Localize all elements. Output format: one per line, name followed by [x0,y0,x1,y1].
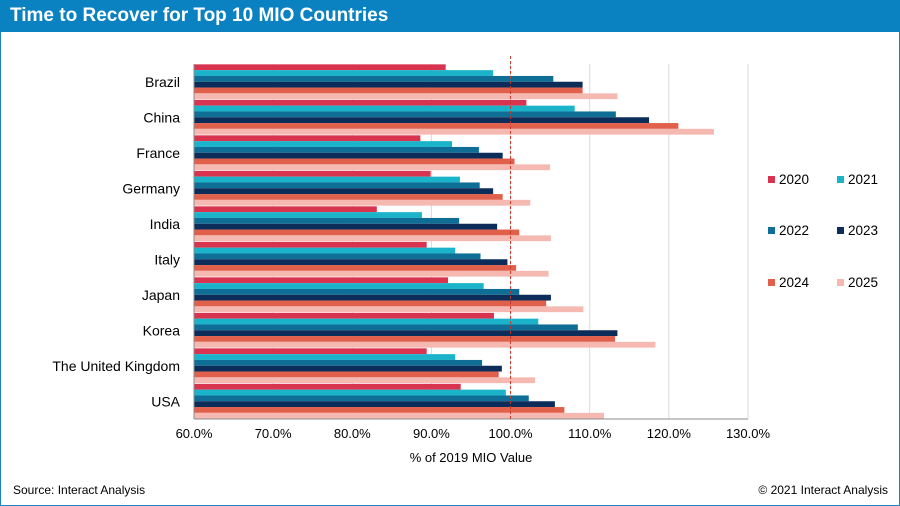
category-label: USA [151,393,180,409]
bar-japan-2025 [194,306,584,313]
category-label: Brazil [145,74,180,90]
bar-india-2025 [194,235,551,242]
bar-germany-2020 [194,170,431,177]
category-label: The United Kingdom [52,358,180,374]
category-label: India [150,216,181,232]
bar-france-2024 [194,158,515,165]
bar-brazil-2023 [194,81,583,88]
bar-the-united-kingdom-2021 [194,354,456,360]
legend-label-2022: 2022 [779,223,809,238]
bar-usa-2021 [194,389,506,396]
bar-france-2020 [194,135,421,142]
bar-germany-2023 [194,188,494,195]
x-tick-label: 100.0% [489,426,534,441]
bar-germany-2022 [194,182,480,189]
title-bar: Time to Recover for Top 10 MIO Countries [0,0,900,32]
bar-japan-2023 [194,294,551,301]
bar-the-united-kingdom-2025 [194,377,536,384]
bar-the-united-kingdom-2020 [194,348,427,355]
bar-china-2020 [194,99,527,106]
category-label: Italy [154,251,180,267]
bar-korea-2021 [194,318,539,325]
bar-usa-2022 [194,395,529,402]
legend-label-2024: 2024 [779,275,810,290]
bar-the-united-kingdom-2022 [194,359,483,366]
legend-label-2020: 2020 [779,172,809,187]
legend-swatch-2021 [837,176,844,183]
x-axis-title: % of 2019 MIO Value [410,450,533,465]
x-tick-label: 130.0% [726,426,771,441]
bar-the-united-kingdom-2024 [194,371,499,378]
x-tick-label: 60.0% [176,426,213,441]
category-label: Korea [143,322,181,338]
bar-brazil-2020 [194,64,446,71]
bar-india-2021 [194,212,422,218]
bar-japan-2020 [194,277,449,284]
x-tick-label: 90.0% [413,426,450,441]
bar-china-2024 [194,123,679,129]
legend-label-2021: 2021 [848,172,878,187]
bar-brazil-2022 [194,75,554,82]
bar-india-2024 [194,229,520,236]
legend-swatch-2025 [837,279,844,286]
bar-japan-2021 [194,283,484,289]
bar-india-2020 [194,206,377,213]
bar-usa-2024 [194,407,565,413]
bar-the-united-kingdom-2023 [194,365,502,372]
x-tick-label: 70.0% [255,426,292,441]
bar-italy-2023 [194,259,508,266]
bar-brazil-2024 [194,87,583,94]
legend-label-2023: 2023 [848,223,878,238]
category-label: Japan [142,287,180,303]
bar-korea-2023 [194,330,618,337]
bar-germany-2021 [194,176,460,183]
legend-swatch-2022 [768,227,775,234]
bar-italy-2020 [194,241,427,248]
bar-germany-2025 [194,199,531,206]
source-note: Source: Interact Analysis [13,483,146,497]
bar-italy-2024 [194,265,517,271]
chart-area: Brazil China France Germany India Italy Japan K… [52,56,878,465]
category-label: China [143,109,180,125]
legend-swatch-2024 [768,279,775,286]
bar-usa-2020 [194,383,461,390]
bar-china-2023 [194,117,650,124]
bar-korea-2024 [194,336,616,342]
bar-india-2022 [194,217,460,224]
copyright-note: © 2021 Interact Analysis [758,483,888,497]
bar-usa-2023 [194,401,555,408]
x-tick-label: 120.0% [647,426,692,441]
bar-china-2021 [194,105,575,112]
bar-germany-2024 [194,194,503,200]
category-label: France [136,145,180,161]
bar-korea-2022 [194,324,578,331]
legend-label-2025: 2025 [848,275,878,290]
bar-italy-2025 [194,270,549,277]
bar-korea-2020 [194,312,494,319]
bar-france-2021 [194,141,453,147]
bar-france-2025 [194,164,551,171]
bar-china-2022 [194,111,616,118]
chart-title: Time to Recover for Top 10 MIO Countries [10,5,389,26]
bar-japan-2024 [194,300,547,307]
bar-china-2025 [194,128,714,135]
bar-france-2023 [194,152,503,159]
category-label: Germany [122,180,180,196]
bar-france-2022 [194,146,479,153]
bar-japan-2022 [194,288,520,295]
bar-italy-2021 [194,247,456,254]
bar-india-2023 [194,223,498,230]
bar-korea-2025 [194,341,656,348]
bar-brazil-2021 [194,70,494,76]
bar-italy-2022 [194,253,481,260]
x-tick-label: 110.0% [568,426,612,441]
x-tick-label: 80.0% [334,426,371,441]
bar-brazil-2025 [194,93,618,100]
legend-swatch-2020 [768,176,775,183]
bar-usa-2025 [194,412,604,419]
legend-swatch-2023 [837,227,844,234]
